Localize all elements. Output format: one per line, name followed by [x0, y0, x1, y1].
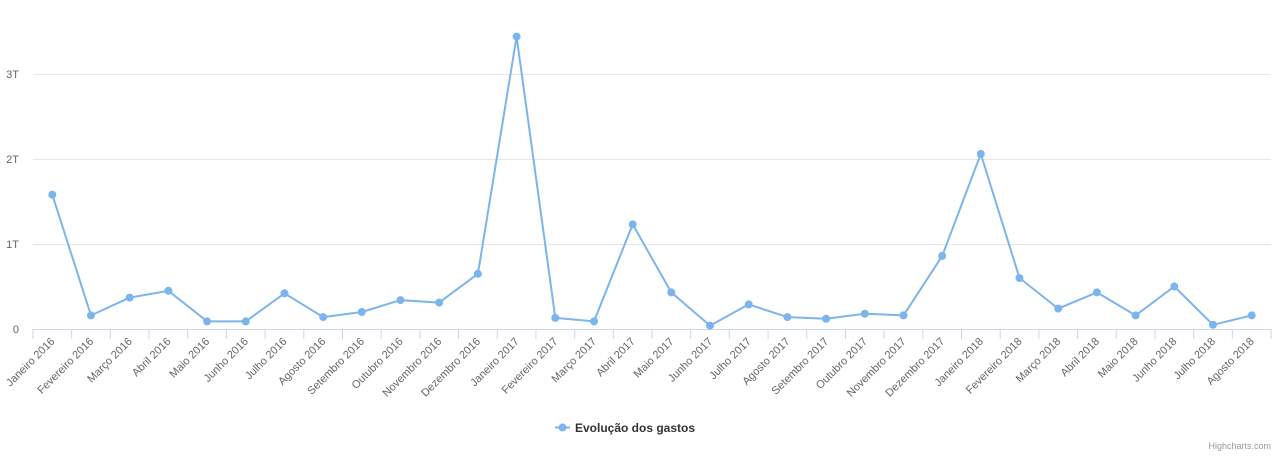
data-point[interactable]: [1054, 304, 1063, 313]
legend-marker-icon: [558, 423, 567, 432]
data-point[interactable]: [899, 311, 908, 320]
data-point[interactable]: [744, 300, 753, 309]
legend[interactable]: Evolução dos gastos: [555, 421, 695, 435]
data-point[interactable]: [590, 317, 598, 326]
data-point[interactable]: [706, 321, 714, 330]
legend-label[interactable]: Evolução dos gastos: [575, 421, 695, 435]
data-point[interactable]: [512, 32, 521, 41]
data-point[interactable]: [628, 220, 637, 229]
data-point[interactable]: [938, 251, 947, 260]
grid-lines: [33, 74, 1271, 245]
y-tick-label: 3T: [6, 69, 19, 81]
data-point[interactable]: [319, 313, 328, 322]
data-point[interactable]: [125, 293, 134, 302]
y-axis: 0 1T 2T 3T: [6, 69, 19, 336]
data-point[interactable]: [783, 313, 792, 322]
data-point[interactable]: [551, 313, 560, 322]
data-point[interactable]: [164, 286, 173, 295]
data-point[interactable]: [822, 314, 831, 323]
data-point[interactable]: [87, 311, 95, 320]
data-point[interactable]: [241, 317, 250, 326]
data-point[interactable]: [203, 317, 212, 326]
y-tick-label: 0: [13, 324, 19, 336]
data-point[interactable]: [1209, 320, 1217, 329]
data-point[interactable]: [396, 296, 405, 305]
y-tick-label: 1T: [6, 239, 19, 251]
series-layer: [48, 32, 1256, 330]
data-point[interactable]: [860, 309, 869, 318]
data-point[interactable]: [1131, 311, 1140, 320]
data-point[interactable]: [357, 308, 366, 316]
data-point[interactable]: [1170, 282, 1179, 291]
data-point[interactable]: [48, 190, 57, 199]
data-point[interactable]: [1247, 311, 1256, 320]
series-line: [51, 35, 1253, 327]
y-tick-label: 2T: [6, 154, 19, 166]
data-point[interactable]: [1092, 288, 1101, 297]
data-point[interactable]: [1015, 274, 1024, 282]
credits-link[interactable]: Highcharts.com: [1208, 441, 1271, 451]
data-point[interactable]: [473, 269, 482, 278]
data-point[interactable]: [667, 288, 676, 297]
data-point[interactable]: [976, 149, 985, 158]
data-point[interactable]: [435, 298, 444, 307]
data-point[interactable]: [280, 289, 289, 298]
